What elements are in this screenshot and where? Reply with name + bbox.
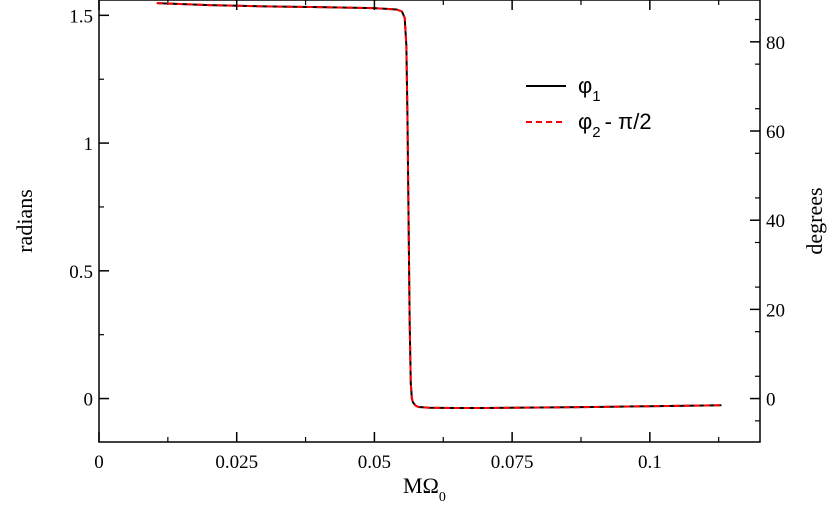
series-line-phi2 — [156, 2, 722, 410]
y-right-tick-label: 60 — [766, 122, 785, 143]
y-right-tick-label: 20 — [766, 300, 785, 321]
legend: φ1 φ2- π/2 — [526, 73, 652, 141]
series-group — [156, 2, 722, 410]
series-line-phi1 — [156, 2, 722, 410]
x-tick-label: 0 — [94, 452, 104, 473]
x-tick-label: 0.1 — [638, 452, 662, 473]
x-tick-label: 0.025 — [215, 452, 258, 473]
legend-label-phi2: φ2- π/2 — [578, 109, 652, 141]
x-tick-label: 0.05 — [358, 452, 391, 473]
y-left-tick-label: 1 — [84, 134, 94, 155]
plot-frame — [98, 0, 761, 443]
y-right-tick-label: 0 — [766, 390, 776, 411]
legend-label-phi1: φ1 — [578, 73, 601, 105]
y-right-tick-label: 40 — [766, 211, 785, 232]
tick-group: 0 0.025 0.05 0.075 0.1 0 0.5 1 1.5 0 20 40 60 80 — [69, 0, 785, 473]
x-axis-title-main: MΩ — [403, 473, 439, 498]
x-tick-label: 0.075 — [491, 452, 534, 473]
y-left-tick-label: 0.5 — [69, 262, 93, 283]
x-axis-title-sub: 0 — [439, 490, 446, 505]
y-left-axis-title: radians — [12, 189, 37, 253]
y-left-tick-label: 1.5 — [69, 6, 93, 27]
x-axis-title: MΩ0 — [403, 473, 446, 505]
y-right-tick-label: 80 — [766, 33, 785, 54]
y-right-axis-title: degrees — [802, 187, 827, 254]
y-left-tick-label: 0 — [84, 390, 94, 411]
